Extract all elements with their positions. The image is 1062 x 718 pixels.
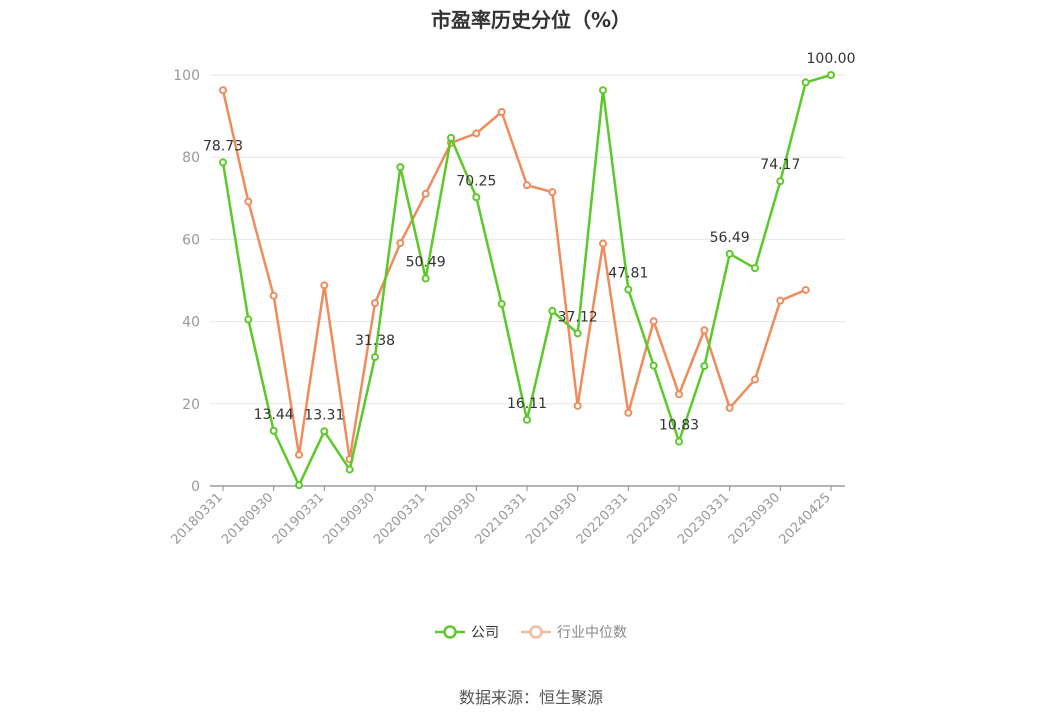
x-tick-label: 20210930 bbox=[523, 490, 580, 547]
legend-industry-median-icon bbox=[521, 625, 551, 639]
data-point-industry-median bbox=[776, 296, 785, 305]
x-tick-label: 20220930 bbox=[624, 490, 681, 547]
data-point-industry-median bbox=[725, 403, 734, 412]
data-point-industry-median bbox=[751, 375, 759, 384]
data-point-company bbox=[624, 285, 633, 294]
data-point-company bbox=[396, 163, 405, 172]
data-point-industry-median bbox=[421, 189, 430, 198]
axis-layer: 0 20 40 60 80 100 2018033120180930201903312019… bbox=[168, 68, 845, 548]
data-point-company bbox=[548, 306, 557, 315]
data-label: 10.83 bbox=[659, 417, 699, 433]
data-point-industry-median bbox=[295, 450, 303, 459]
data-point-company bbox=[497, 299, 506, 308]
data-point-industry-median bbox=[219, 86, 227, 95]
data-point-industry-median bbox=[548, 188, 557, 197]
y-tick-label: 40 bbox=[182, 315, 200, 331]
data-point-industry-median bbox=[649, 317, 658, 326]
data-point-industry-median bbox=[801, 285, 810, 294]
x-tick-label: 20190331 bbox=[270, 490, 327, 547]
data-point-company bbox=[269, 426, 278, 435]
x-tick-label: 20220331 bbox=[574, 490, 631, 547]
data-label: 13.31 bbox=[304, 407, 344, 423]
data-point-company bbox=[827, 71, 835, 79]
x-tick-label: 20180331 bbox=[168, 490, 225, 547]
source-note: 数据来源：恒生聚源 bbox=[458, 688, 603, 707]
legend-company-icon bbox=[435, 625, 465, 639]
data-point-company bbox=[295, 481, 303, 490]
data-point-company bbox=[421, 274, 430, 283]
data-point-company bbox=[751, 264, 759, 273]
chart-title: 市盈率历史分位（%） bbox=[430, 8, 632, 32]
data-label: 13.44 bbox=[254, 407, 294, 423]
data-label: 16.11 bbox=[507, 396, 547, 412]
data-point-industry-median bbox=[269, 291, 278, 300]
legend: 公司 行业中位数 bbox=[0, 622, 1062, 642]
data-label: 56.49 bbox=[710, 230, 750, 246]
legend-industry-median-label: 行业中位数 bbox=[557, 625, 627, 641]
data-point-industry-median bbox=[497, 107, 506, 116]
data-point-industry-median bbox=[573, 401, 582, 410]
data-point-company bbox=[447, 133, 455, 142]
data-point-company bbox=[219, 158, 227, 167]
data-point-company bbox=[345, 465, 354, 474]
data-point-company bbox=[725, 249, 734, 258]
data-label: 47.81 bbox=[608, 266, 648, 282]
data-point-industry-median bbox=[371, 299, 379, 308]
data-point-company bbox=[700, 361, 709, 370]
y-tick-label: 0 bbox=[191, 479, 200, 495]
x-tick-label: 20230930 bbox=[726, 490, 783, 547]
x-tick-label: 20200930 bbox=[422, 490, 479, 547]
x-tick-label: 20190930 bbox=[320, 490, 377, 547]
data-point-industry-median bbox=[599, 239, 607, 248]
data-label: 70.25 bbox=[456, 173, 496, 189]
data-label-layer: 78.73 13.44 13.31 31.38 50.49 70.25 16.11 37.12… bbox=[203, 51, 856, 433]
data-point-company bbox=[573, 329, 582, 338]
data-point-company bbox=[472, 193, 481, 202]
data-point-company bbox=[801, 78, 810, 87]
data-label: 74.17 bbox=[760, 157, 800, 173]
legend-company-label: 公司 bbox=[471, 625, 499, 641]
data-point-company bbox=[675, 437, 683, 446]
y-tick-label: 20 bbox=[182, 397, 200, 413]
data-point-company bbox=[320, 427, 329, 436]
y-tick-label: 100 bbox=[173, 68, 200, 84]
data-label: 78.73 bbox=[203, 138, 243, 154]
data-point-industry-median bbox=[396, 239, 405, 248]
data-point-industry-median bbox=[244, 197, 253, 206]
x-tick-label: 20210331 bbox=[472, 490, 529, 547]
data-point-industry-median bbox=[523, 181, 531, 190]
x-tick-label: 20240425 bbox=[776, 490, 833, 547]
x-tick-label: 20200331 bbox=[371, 490, 428, 547]
data-point-company bbox=[776, 177, 785, 186]
legend-item-company[interactable]: 公司 bbox=[435, 622, 499, 642]
data-point-industry-median bbox=[472, 129, 481, 138]
data-label: 31.38 bbox=[355, 333, 395, 349]
series-layer bbox=[219, 71, 835, 490]
data-point-industry-median bbox=[624, 408, 633, 417]
y-tick-label: 80 bbox=[182, 150, 200, 166]
data-point-industry-median bbox=[320, 281, 329, 290]
x-tick-label: 20230331 bbox=[675, 490, 732, 547]
data-label: 100.00 bbox=[807, 51, 856, 67]
data-point-company bbox=[244, 315, 253, 324]
data-point-company bbox=[649, 361, 658, 370]
data-point-company bbox=[523, 415, 531, 424]
x-tick-label: 20180930 bbox=[219, 490, 276, 547]
data-point-industry-median bbox=[700, 326, 709, 335]
data-point-company bbox=[371, 353, 379, 362]
legend-item-industry-median[interactable]: 行业中位数 bbox=[521, 622, 627, 642]
data-label: 50.49 bbox=[406, 254, 446, 270]
y-tick-label: 60 bbox=[182, 232, 200, 248]
data-label: 37.12 bbox=[558, 309, 598, 325]
grid-layer bbox=[210, 74, 845, 405]
data-point-company bbox=[599, 86, 607, 95]
data-point-industry-median bbox=[675, 390, 683, 399]
